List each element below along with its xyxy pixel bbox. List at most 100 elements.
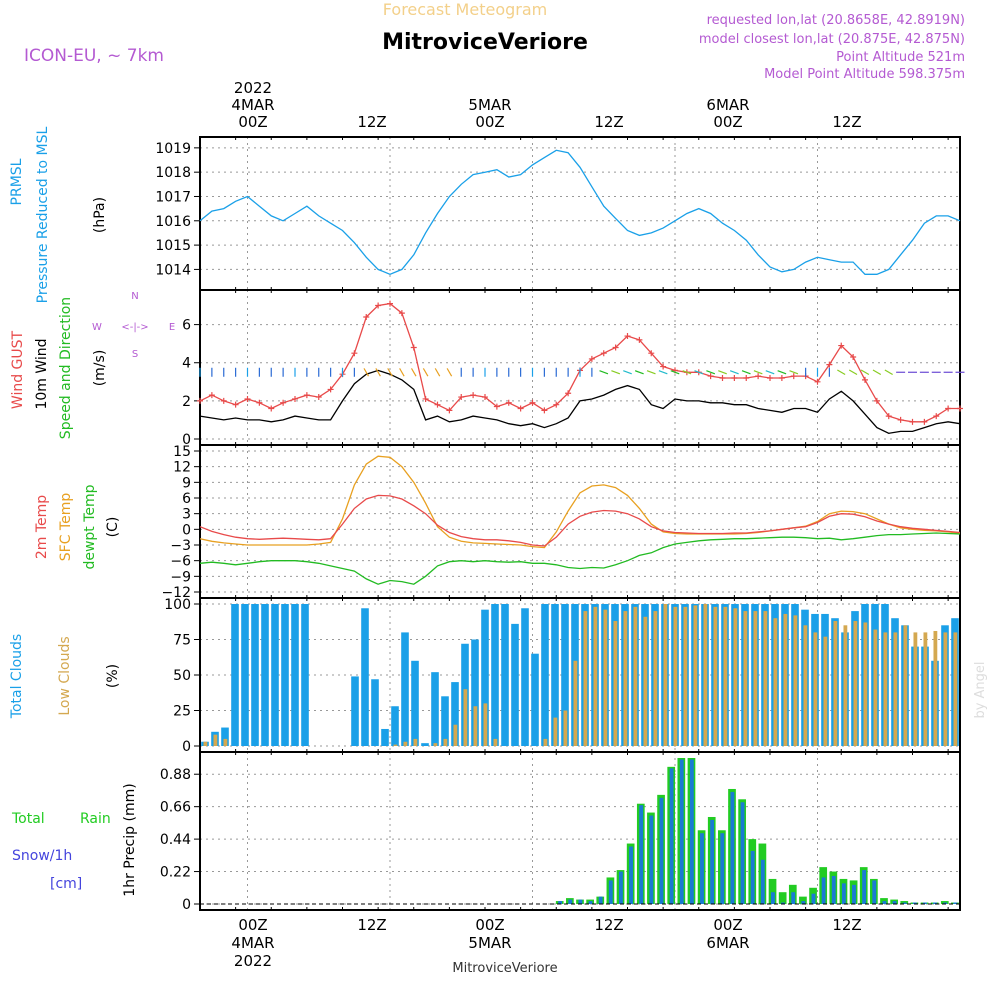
cloud-total-bar — [441, 696, 449, 746]
cloud-low-bar — [473, 706, 478, 746]
cloud-low-bar — [943, 632, 948, 746]
top-day-label-2: 5MAR — [468, 96, 511, 114]
wind-gust-marker — [636, 336, 643, 343]
clouds-tick-label: 50 — [173, 668, 191, 684]
cloud-low-bar — [833, 621, 838, 746]
cloud-total-bar — [281, 604, 289, 746]
bottom-day-label-1: 4MAR — [231, 934, 274, 952]
wind-gust-marker — [755, 373, 762, 380]
bottom-hour-label-5: 00Z — [713, 916, 742, 934]
wind-label-dir: Speed and Direction — [58, 297, 74, 439]
compass-arrows: <-|-> — [121, 322, 148, 333]
cloud-total-bar — [271, 604, 279, 746]
clouds-label-low: Low Clouds — [57, 636, 73, 715]
wind-gust-marker — [790, 373, 797, 380]
top-hour-label-5: 00Z — [713, 113, 742, 131]
wind-direction-arrow — [777, 370, 787, 375]
top-day-label-3: 6MAR — [706, 96, 749, 114]
precip-rain-bar — [821, 877, 826, 904]
wind-gust-marker — [446, 407, 453, 414]
wind-direction-arrow — [694, 370, 704, 375]
precip-rain-bar — [922, 902, 927, 904]
precip-rain-bar — [618, 871, 623, 904]
cloud-low-bar — [743, 611, 748, 746]
clouds-tick-label: 0 — [182, 739, 191, 755]
cloud-low-bar — [883, 632, 888, 746]
temp-tick-label: 9 — [182, 475, 191, 491]
temp-2m-line — [199, 494, 961, 547]
cloud-low-bar — [953, 632, 958, 746]
precip-rain-bar — [841, 883, 846, 904]
compass-n: N — [131, 291, 138, 302]
cloud-low-bar — [203, 741, 208, 746]
closest-coords: model closest lon,lat (20.875E, 42.875N) — [699, 32, 965, 47]
wind-gust-marker — [624, 333, 631, 340]
precip-rain-bar — [943, 902, 948, 904]
pressure-frame — [199, 136, 961, 291]
clouds-tick-label: 75 — [173, 633, 191, 649]
wind-gust-marker — [957, 405, 963, 412]
cloud-total-bar — [431, 672, 439, 746]
cloud-low-bar — [853, 621, 858, 746]
cloud-low-bar — [723, 606, 728, 746]
cloud-low-bar — [913, 632, 918, 746]
temp-label-2m: 2m Temp — [34, 495, 50, 559]
cloud-low-bar — [773, 618, 778, 746]
precip-rain-bar — [902, 902, 907, 904]
cloud-low-bar — [453, 724, 458, 746]
precip-tick-label: 0 — [182, 897, 191, 913]
precip-rain-bar — [781, 902, 785, 904]
temp-tick-label: 3 — [182, 507, 191, 523]
wind-gust-marker — [541, 407, 548, 414]
top-year-label: 2022 — [234, 79, 272, 97]
wind-gust-marker — [493, 403, 500, 410]
wind-gust-marker — [434, 401, 441, 408]
precip-rain-bar — [639, 805, 644, 904]
precip-total-bar — [778, 892, 787, 904]
wind-direction-arrow — [872, 369, 882, 376]
cloud-low-bar — [623, 611, 628, 746]
cloud-low-bar — [703, 604, 708, 746]
precip-rain-bar — [811, 893, 816, 904]
wind-gust-marker — [660, 363, 667, 370]
bottom-day-label-2: 5MAR — [468, 934, 511, 952]
wind-direction-arrow — [410, 368, 417, 377]
bottom-hour-label-6: 12Z — [832, 916, 861, 934]
cloud-total-bar — [261, 604, 269, 746]
temp-sfc-line — [199, 455, 961, 549]
wind-gust-marker — [363, 313, 370, 320]
wind-gust-marker — [921, 418, 928, 425]
pressure-tick-label: 1014 — [155, 262, 191, 278]
cloud-low-bar — [733, 608, 738, 746]
wind-direction-arrow — [682, 370, 692, 375]
cloud-low-bar — [223, 738, 228, 746]
precip-rain-bar — [578, 899, 583, 904]
temp-tick-label: 6 — [182, 491, 191, 507]
pressure-label-2: Pressure Reduced to MSL — [35, 126, 51, 303]
wind-gust-marker — [933, 413, 940, 420]
requested-coords: requested lon,lat (20.8658E, 42.8919N) — [707, 13, 965, 28]
cloud-total-bar — [561, 604, 569, 746]
wind-gust-marker — [256, 399, 263, 406]
cloud-low-bar — [643, 616, 648, 746]
wind-direction-arrow — [363, 368, 370, 377]
wind-gust-marker — [600, 350, 607, 357]
precip-axis-label: 1hr Precip (mm) — [122, 783, 138, 896]
wind-direction-arrow — [387, 368, 393, 377]
precip-rain-bar — [649, 815, 654, 904]
precip-label-cm: [cm] — [50, 876, 82, 892]
wind-gust-marker — [232, 401, 239, 408]
wind-gust-marker — [458, 394, 465, 401]
precip-rain-bar — [689, 759, 694, 904]
precip-tick-label: 0.88 — [160, 767, 191, 783]
cloud-low-bar — [613, 621, 618, 746]
cloud-low-bar — [633, 606, 638, 746]
wind-gust-marker — [375, 302, 382, 309]
compass-icon: N S W E <-|-> — [92, 291, 175, 360]
cloud-low-bar — [393, 744, 398, 746]
cloud-low-bar — [673, 606, 678, 746]
cloud-total-bar — [451, 682, 459, 746]
wind-tick-label: 4 — [182, 356, 191, 372]
cloud-low-bar — [863, 622, 868, 746]
cloud-low-bar — [653, 611, 658, 746]
